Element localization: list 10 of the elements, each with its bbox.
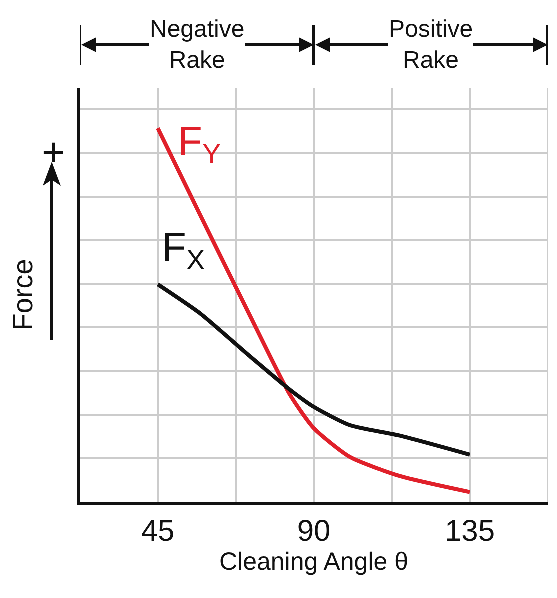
- x-tick-label: 45: [141, 515, 175, 548]
- series-label: F$_{Y}$: [178, 120, 222, 170]
- x-tick-label: 135: [444, 515, 496, 548]
- text: Negative Rake: [150, 16, 245, 74]
- x-tick-label: 90: [297, 515, 331, 548]
- y-axis-title: Force: [8, 259, 39, 331]
- text: Positive Rake: [389, 16, 474, 74]
- text: +: [42, 131, 66, 175]
- x-axis-title: Cleaning Angle θ: [219, 548, 409, 576]
- series-label: F$_{X}$: [162, 226, 206, 276]
